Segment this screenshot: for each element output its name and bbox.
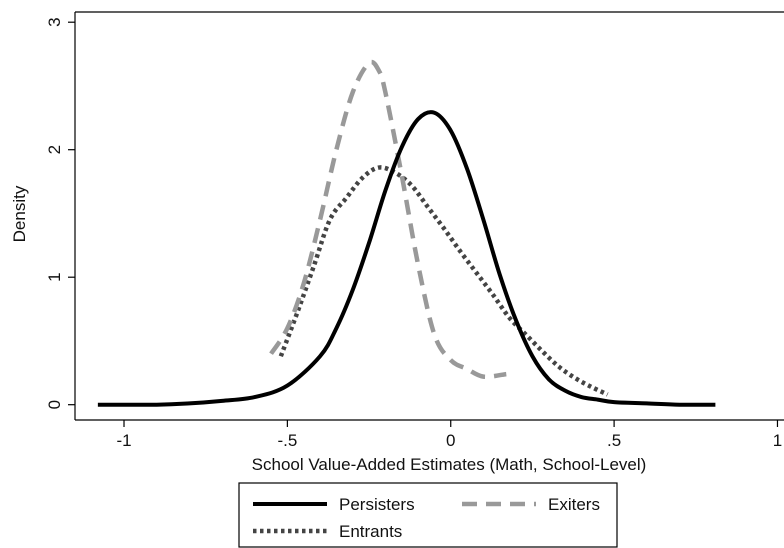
plot-frame — [74, 11, 784, 421]
y-tick-label: 3 — [45, 17, 64, 26]
series-line-persisters — [97, 110, 716, 407]
x-axis-title: School Value-Added Estimates (Math, Scho… — [252, 455, 647, 474]
x-tick-label: 1 — [773, 431, 782, 450]
y-axis-title: Density — [10, 185, 29, 242]
legend: Persisters Exiters Entrants — [238, 482, 618, 548]
x-tick-label: -.5 — [277, 431, 297, 450]
series-line-exiters — [269, 59, 507, 380]
y-tick-label: 1 — [45, 272, 64, 281]
y-tick-label: 0 — [45, 400, 64, 409]
x-tick-label: 0 — [446, 431, 455, 450]
legend-label-entrants: Entrants — [339, 522, 402, 541]
series-layer — [97, 59, 716, 407]
y-tick-label: 2 — [45, 145, 64, 154]
x-tick-label: .5 — [607, 431, 621, 450]
series-line-entrants — [278, 165, 609, 397]
x-tick-label: -1 — [116, 431, 131, 450]
legend-label-persisters: Persisters — [339, 495, 415, 514]
legend-box — [238, 482, 618, 548]
axes: -1 -.5 0 .5 1 0 1 2 3 — [45, 17, 782, 450]
legend-label-exiters: Exiters — [548, 495, 600, 514]
